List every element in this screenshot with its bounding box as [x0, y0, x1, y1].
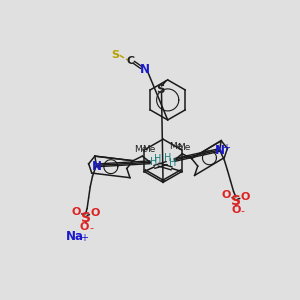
Text: H: H	[169, 158, 176, 168]
Text: S: S	[231, 194, 241, 208]
Text: N: N	[140, 63, 149, 76]
Text: +: +	[80, 233, 88, 243]
Text: -: -	[90, 224, 94, 233]
Text: O: O	[231, 205, 241, 215]
Text: H: H	[164, 153, 171, 163]
Text: O: O	[90, 208, 100, 218]
Text: S: S	[111, 50, 119, 60]
Text: N: N	[214, 144, 225, 157]
Text: +: +	[222, 143, 230, 153]
Text: S: S	[81, 211, 91, 225]
Text: S: S	[156, 82, 164, 96]
Text: -: -	[240, 207, 244, 217]
Text: Na: Na	[66, 230, 84, 243]
Text: Me: Me	[134, 146, 148, 154]
Text: Me: Me	[142, 145, 155, 154]
Text: O: O	[79, 222, 89, 232]
Text: O: O	[222, 190, 231, 200]
Text: H: H	[150, 157, 157, 166]
Text: C: C	[126, 56, 135, 66]
Text: N: N	[92, 160, 102, 172]
Text: O: O	[241, 192, 250, 202]
Text: O: O	[72, 207, 81, 217]
Text: Me: Me	[169, 142, 183, 151]
Text: H: H	[154, 154, 161, 164]
Text: Me: Me	[177, 143, 190, 152]
